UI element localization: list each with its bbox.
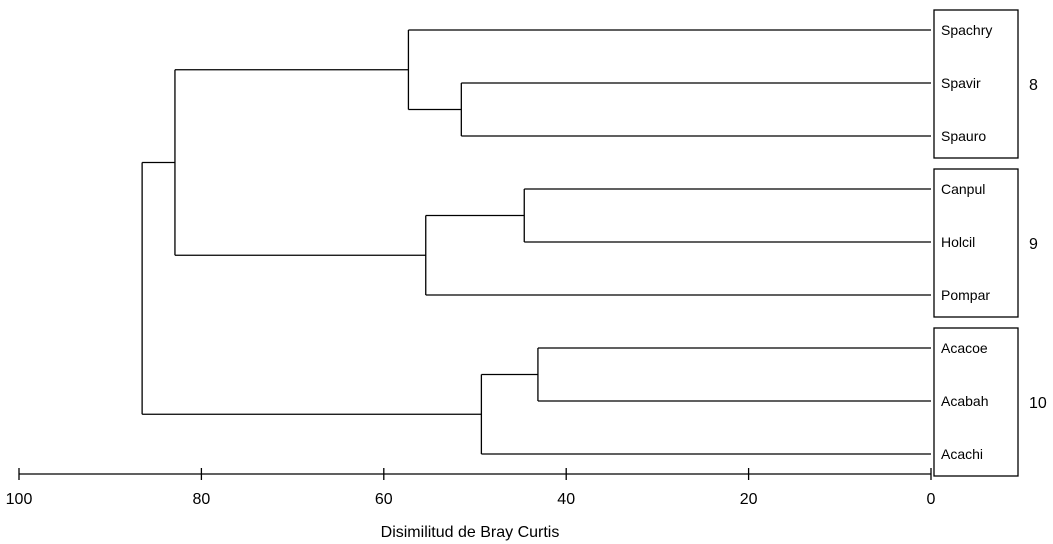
cluster-group-label: 8 [1029, 77, 1038, 94]
cluster-group-box [933, 168, 1019, 318]
leaf-label: Acabah [941, 393, 988, 409]
x-axis-tick-label: 60 [375, 491, 393, 508]
leaf-label: Holcil [941, 234, 975, 250]
leaf-label: Spauro [941, 128, 986, 144]
leaf-label: Acachi [941, 446, 983, 462]
x-axis-tick-label: 80 [193, 491, 211, 508]
x-axis: 100 80 60 40 20 0 [6, 468, 936, 508]
cluster-group-boxes [933, 9, 1019, 477]
leaf-label: Canpul [941, 181, 985, 197]
x-axis-tick-label: 20 [740, 491, 758, 508]
cluster-group-labels: 8 9 10 [1029, 77, 1047, 412]
leaf-label: Pompar [941, 287, 990, 303]
x-axis-title: Disimilitud de Bray Curtis [381, 524, 560, 541]
x-axis-tick-label: 100 [6, 491, 33, 508]
dendrogram-branches [141, 29, 931, 455]
cluster-group-box [933, 327, 1019, 477]
cluster-group-label: 10 [1029, 395, 1047, 412]
x-axis-tick-label: 0 [927, 491, 936, 508]
leaf-labels: Spachry Spavir Spauro Canpul Holcil Pompar Aca… [941, 22, 992, 462]
leaf-label: Spavir [941, 75, 981, 91]
leaf-label: Spachry [941, 22, 992, 38]
leaf-label: Acacoe [941, 340, 988, 356]
cluster-group-label: 9 [1029, 236, 1038, 253]
x-axis-tick-label: 40 [557, 491, 575, 508]
cluster-group-box [933, 9, 1019, 159]
x-axis-ticks: 100 80 60 40 20 0 [6, 468, 936, 508]
